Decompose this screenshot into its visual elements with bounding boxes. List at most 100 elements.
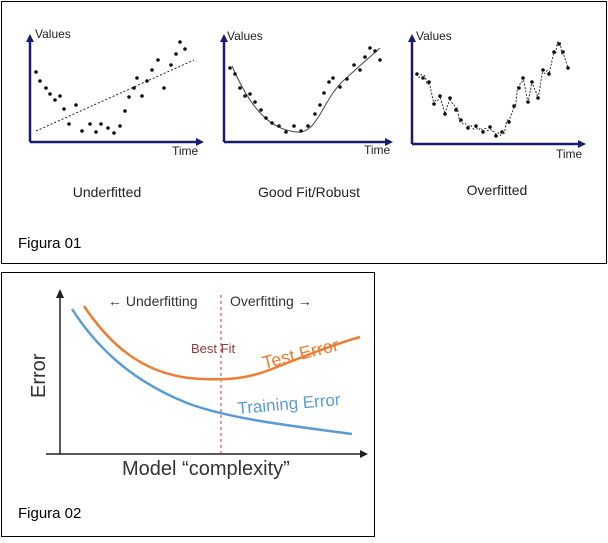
panel-2-points — [228, 46, 382, 134]
scatter-point — [135, 76, 139, 80]
scatter-point — [557, 42, 561, 46]
error-axis-label: Error — [28, 353, 50, 398]
scatter-point — [421, 76, 425, 80]
scatter-point — [169, 63, 173, 67]
scatter-point — [88, 122, 92, 126]
scatter-point — [243, 94, 247, 98]
scatter-point — [327, 80, 331, 84]
scatter-point — [306, 124, 310, 128]
figure-1-label: Figura 01 — [18, 235, 82, 252]
scatter-point — [67, 122, 71, 126]
scatter-point — [99, 122, 103, 126]
x-axis-arrow — [196, 138, 204, 146]
scatter-point — [150, 68, 154, 72]
complexity-axis-label: Model “complexity” — [122, 458, 290, 480]
panel-3-caption: Overfitted — [466, 182, 528, 198]
overfitting-label: Overfitting → — [230, 293, 312, 309]
scatter-point — [358, 68, 362, 72]
panel-3-xlabel: Time — [556, 147, 583, 161]
training-error-curve — [70, 308, 353, 436]
scatter-point — [432, 102, 436, 106]
x-axis-arrow — [385, 138, 393, 146]
scatter-point — [38, 79, 42, 83]
panel-good-fit: Values Time — [220, 29, 393, 157]
panel-3-ylabel: Values — [416, 29, 452, 43]
scatter-point — [322, 91, 326, 95]
scatter-point — [162, 86, 166, 90]
scatter-point — [368, 46, 372, 50]
scatter-point — [156, 58, 160, 62]
scatter-point — [352, 63, 356, 67]
scatter-point — [178, 40, 182, 44]
y-axis-arrow — [408, 34, 416, 42]
scatter-point — [94, 130, 98, 134]
panel-1-caption: Underfitted — [72, 184, 142, 200]
scatter-point — [53, 98, 57, 102]
scatter-point — [174, 52, 178, 56]
scatter-point — [427, 80, 431, 84]
scatter-point — [466, 126, 470, 130]
scatter-point — [536, 96, 540, 100]
scatter-point — [34, 70, 38, 74]
scatter-point — [118, 124, 122, 128]
scatter-point — [331, 76, 335, 80]
scatter-point — [547, 72, 551, 76]
panel-underfitted: Values Time — [26, 27, 204, 158]
scatter-point — [373, 49, 377, 53]
scatter-point — [238, 86, 242, 90]
scatter-point — [448, 96, 452, 100]
scatter-point — [318, 103, 322, 107]
scatter-point — [378, 58, 382, 62]
scatter-point — [270, 121, 274, 125]
best-fit-label: Best Fit — [191, 341, 235, 356]
scatter-point — [228, 66, 232, 70]
figure-1-panels: Values Time Values Time Values Time — [26, 27, 586, 161]
scatter-point — [284, 130, 288, 134]
scatter-point — [488, 125, 492, 129]
y-axis-arrow — [56, 289, 64, 298]
scatter-point — [299, 129, 303, 133]
scatter-point — [140, 94, 144, 98]
underfitting-label: ← Underfitting — [108, 293, 197, 309]
figure-2-frame: Error Model “complexity” ← Underfitting … — [1, 272, 375, 537]
scatter-point — [363, 55, 367, 59]
scatter-point — [526, 100, 530, 104]
panel-1-xlabel: Time — [172, 144, 199, 158]
scatter-point — [345, 77, 349, 81]
scatter-point — [566, 66, 570, 70]
scatter-point — [500, 130, 504, 134]
overfit-curve — [416, 41, 569, 138]
scatter-point — [44, 86, 48, 90]
panel-3-points — [415, 42, 570, 138]
scatter-point — [313, 112, 317, 116]
scatter-point — [123, 109, 127, 113]
scatter-point — [415, 72, 419, 76]
scatter-point — [264, 116, 268, 120]
scatter-point — [459, 118, 463, 122]
x-axis-arrow — [360, 450, 368, 458]
scatter-point — [112, 131, 116, 135]
scatter-point — [512, 104, 516, 108]
scatter-point — [74, 103, 78, 107]
x-axis-arrow — [578, 140, 586, 148]
scatter-point — [145, 79, 149, 83]
panel-1-points — [34, 40, 187, 135]
linear-fit-line — [35, 59, 195, 132]
scatter-point — [233, 72, 237, 76]
scatter-point — [552, 50, 556, 54]
scatter-point — [443, 112, 447, 116]
scatter-point — [259, 108, 263, 112]
panel-2-caption: Good Fit/Robust — [258, 184, 360, 200]
scatter-point — [80, 129, 84, 133]
panel-1-ylabel: Values — [35, 27, 71, 41]
scatter-point — [253, 100, 257, 104]
scatter-point — [438, 94, 442, 98]
scatter-point — [338, 85, 342, 89]
robust-fit-curve — [231, 47, 381, 133]
scatter-point — [530, 80, 534, 84]
scatter-point — [132, 86, 136, 90]
scatter-point — [474, 124, 478, 128]
test-error-label: Test Error — [260, 335, 341, 373]
scatter-point — [106, 126, 110, 130]
scatter-point — [454, 108, 458, 112]
